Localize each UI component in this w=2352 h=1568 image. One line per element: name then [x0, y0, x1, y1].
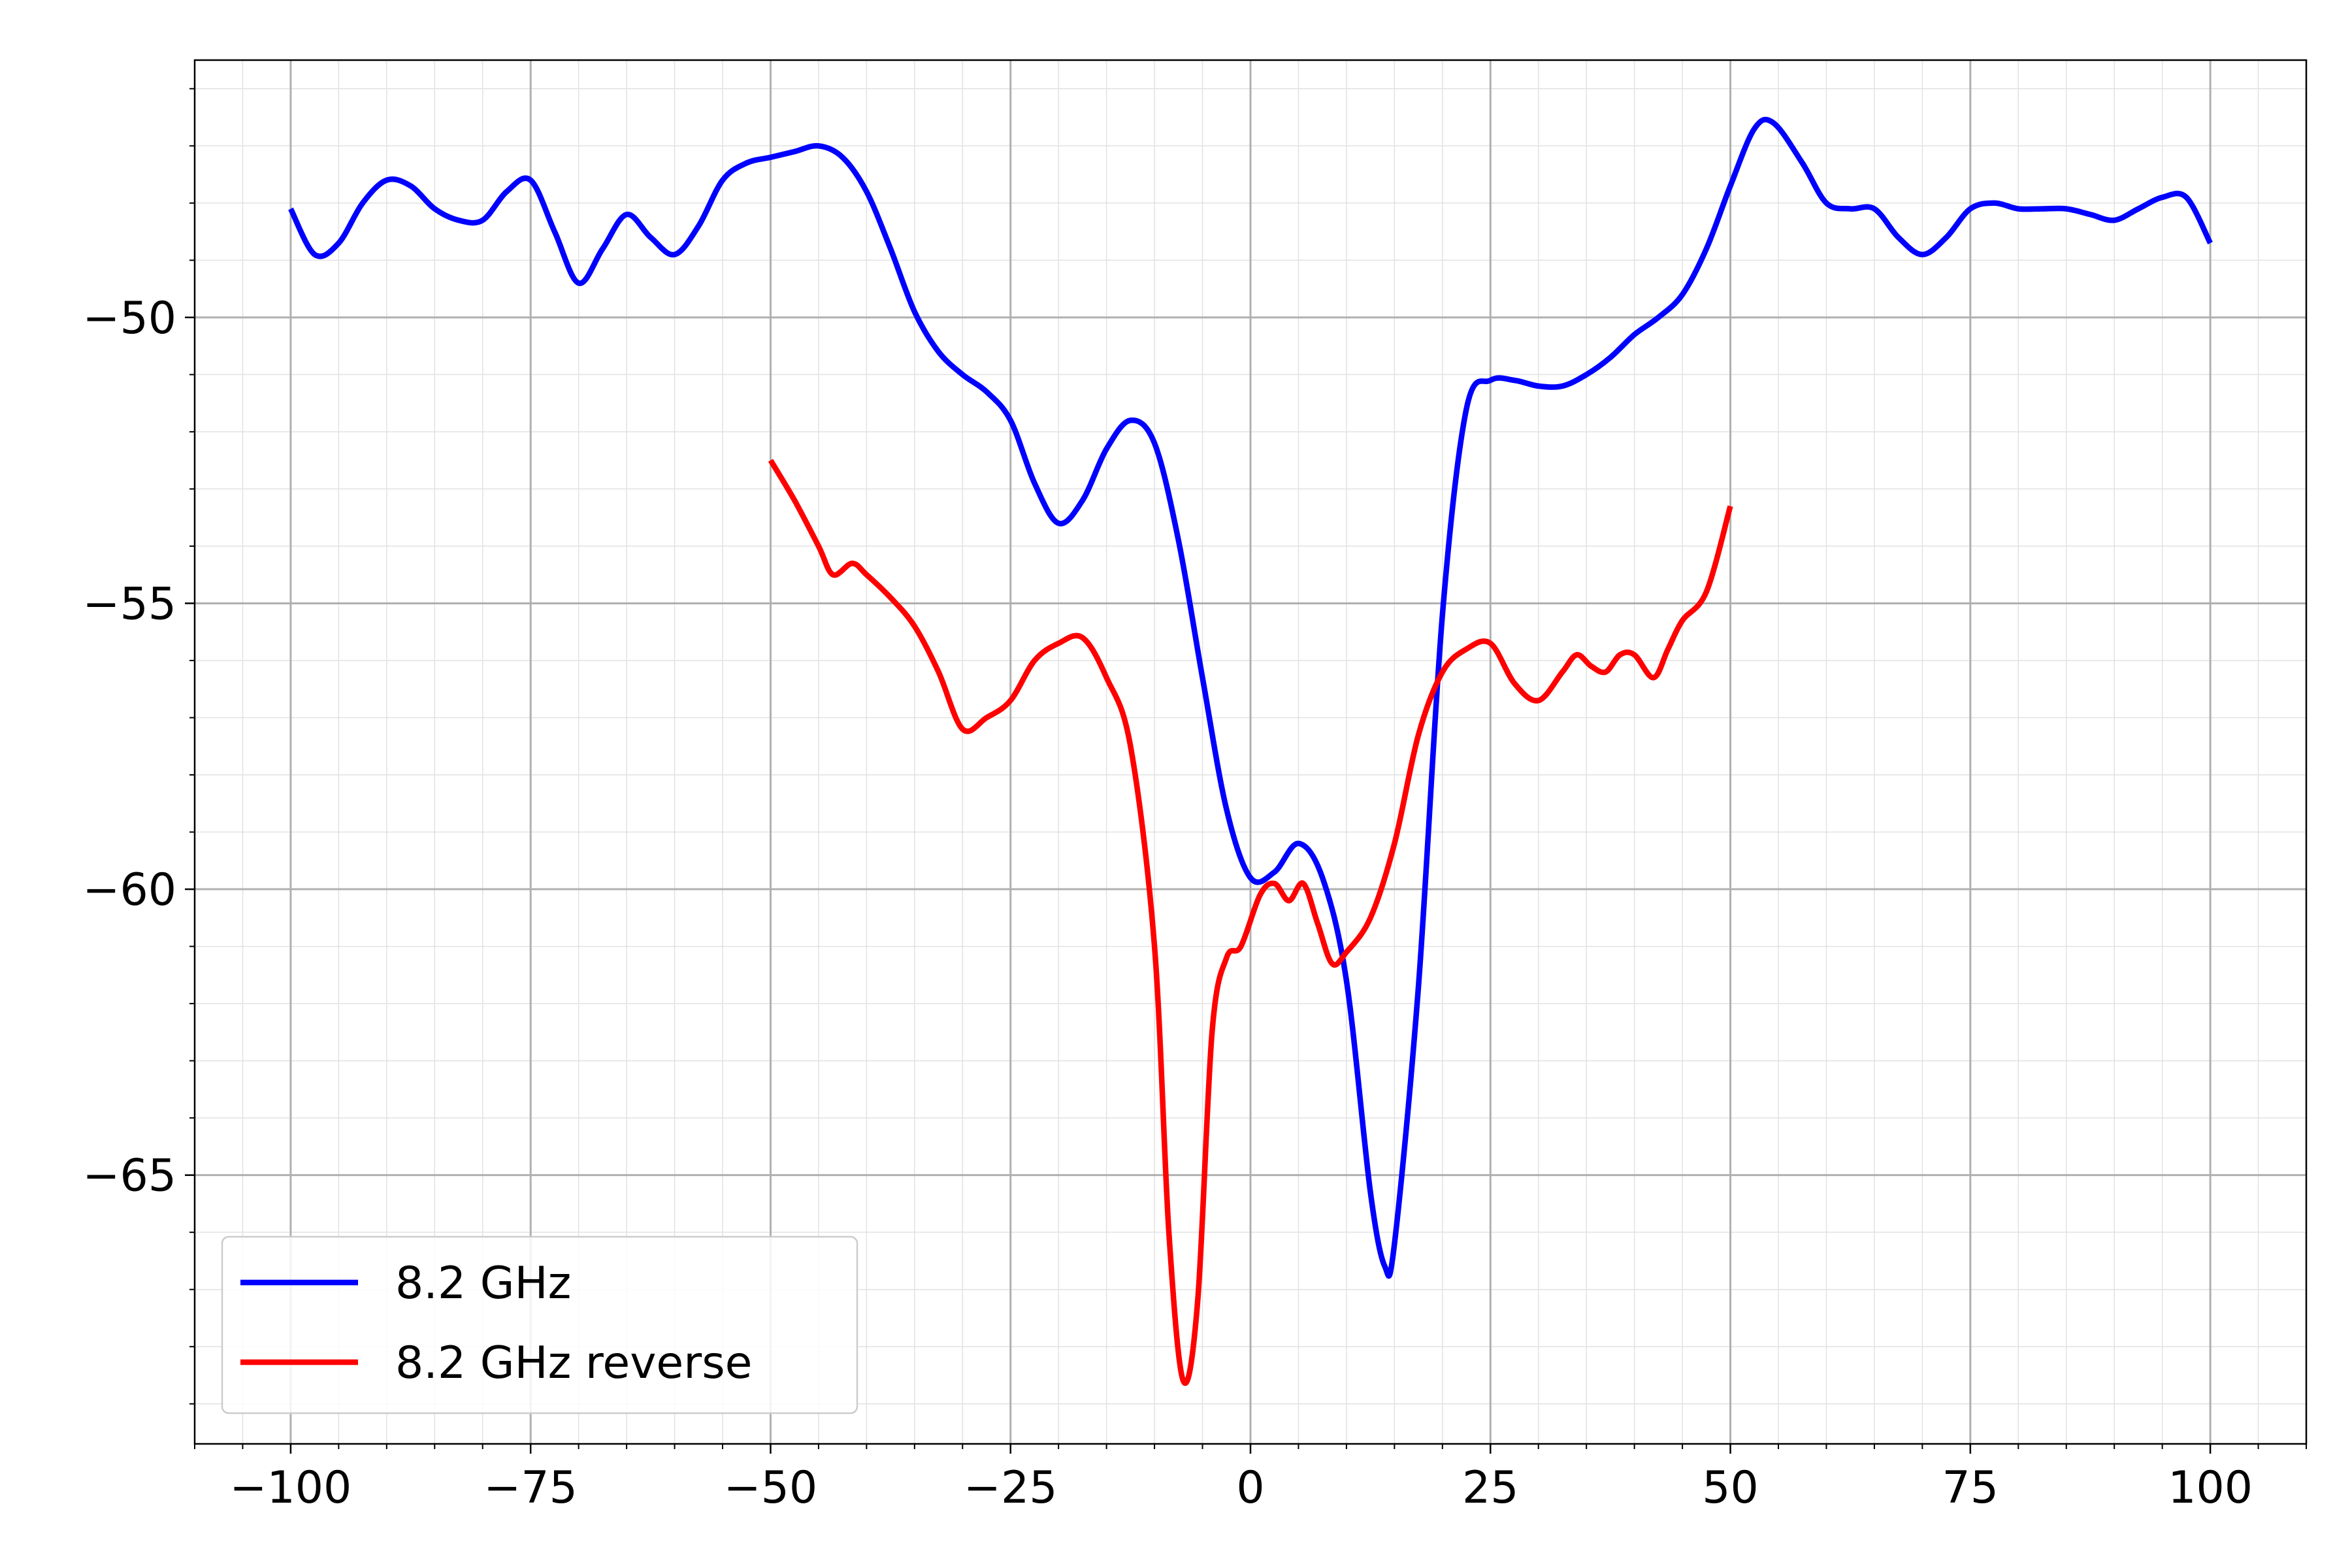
x-tick-label: −75: [483, 1462, 578, 1514]
legend-label-8.2-ghz: 8.2 GHz: [395, 1258, 571, 1309]
legend-label-8.2-ghz-reverse: 8.2 GHz reverse: [395, 1337, 753, 1389]
x-tick-label: 100: [2168, 1462, 2253, 1514]
series-line-8-2-ghz-reverse: [768, 459, 1733, 1386]
series-line-8-2-ghz: [288, 116, 2213, 1279]
legend: 8.2 GHz 8.2 GHz reverse: [221, 1235, 858, 1414]
x-tick-label: −25: [964, 1462, 1058, 1514]
x-tick-label: 75: [1942, 1462, 1999, 1514]
y-tick-label: −65: [82, 1151, 176, 1202]
x-tick-label: −50: [724, 1462, 818, 1514]
x-tick-label: 50: [1702, 1462, 1759, 1514]
x-axis-tick-labels: −100 −75 −50 −25 0 25 50 75 100: [230, 1462, 2253, 1514]
x-tick-label: 0: [1236, 1462, 1264, 1514]
series-layer: [288, 116, 2213, 1386]
x-tick-label: −100: [230, 1462, 352, 1514]
y-tick-label: −50: [82, 293, 176, 344]
legend-frame: [221, 1235, 858, 1414]
x-tick-label: 25: [1462, 1462, 1519, 1514]
major-grid: [195, 60, 2306, 1444]
y-axis-tick-labels: −50 −55 −60 −65: [82, 293, 176, 1202]
y-tick-label: −60: [82, 864, 176, 916]
axis-ticks: [185, 88, 2307, 1454]
y-tick-label: −55: [82, 578, 176, 630]
